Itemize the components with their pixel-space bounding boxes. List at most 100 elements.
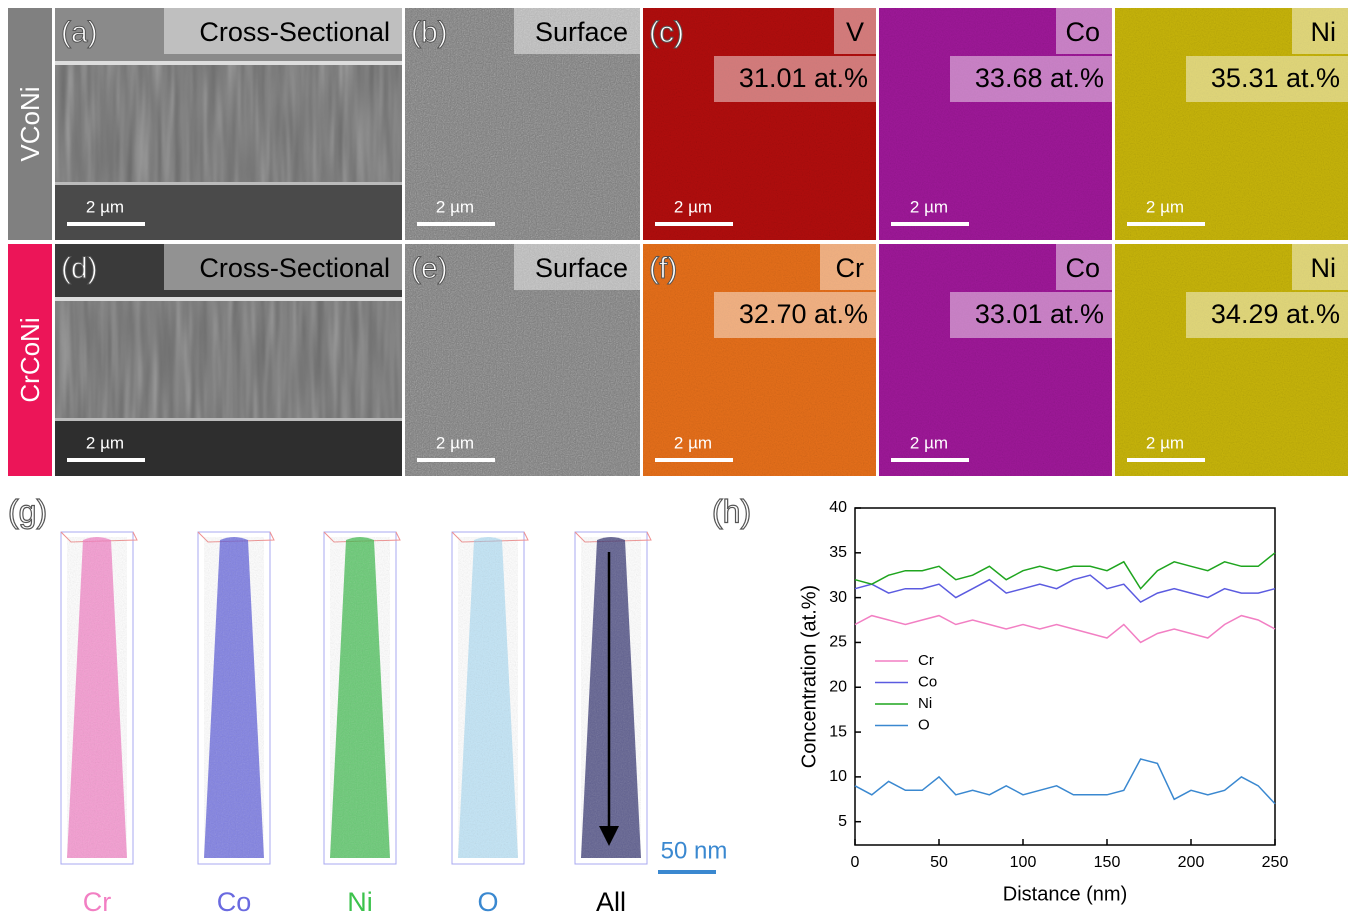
panel-tag: (b) <box>411 16 448 49</box>
panel-tag: (f) <box>649 252 677 285</box>
title-box <box>834 8 876 54</box>
legend-label: Co <box>918 673 937 690</box>
y-tick-label: 5 <box>838 813 847 830</box>
x-tick-label: 50 <box>930 854 948 871</box>
legend-label: O <box>918 716 930 733</box>
apt-box <box>197 531 271 865</box>
title-box <box>820 244 876 290</box>
scale-bar <box>891 458 969 462</box>
sem-film <box>55 299 402 419</box>
eds-noise <box>879 244 1112 476</box>
title-box <box>1056 8 1112 54</box>
x-tick-label: 200 <box>1178 854 1205 871</box>
y-tick-label: 35 <box>829 544 847 561</box>
apt-label: Co <box>217 887 252 917</box>
eds-noise <box>643 244 876 476</box>
apt-scale-label: 50 nm <box>661 837 728 864</box>
title-box <box>1056 244 1112 290</box>
row-label: CrCoNi <box>15 317 45 402</box>
x-axis-label: Distance (nm) <box>1003 883 1127 905</box>
title-box <box>164 244 402 290</box>
y-tick-label: 20 <box>829 678 847 695</box>
panel-title: Cross-Sectional <box>199 253 390 283</box>
sem-edge <box>55 418 402 421</box>
apt-label: Cr <box>83 887 112 917</box>
panel-tag: (c) <box>649 16 684 49</box>
x-tick-label: 250 <box>1262 854 1289 871</box>
scale-bar <box>655 222 733 226</box>
apt-label: All <box>596 887 626 917</box>
panel-tag: (d) <box>61 252 98 285</box>
panel-title: Ni <box>1311 253 1337 283</box>
panel-tag: (a) <box>61 16 98 49</box>
y-axis-label: Concentration (at.%) <box>798 585 820 768</box>
panel-title: V <box>846 17 864 47</box>
scale-bar <box>1127 222 1205 226</box>
title-box <box>514 8 640 54</box>
sem-edge <box>55 297 402 301</box>
sem-top <box>55 8 402 63</box>
scale-bar <box>417 458 495 462</box>
sem-surface-noise <box>405 244 640 476</box>
row-label: VCoNi <box>15 86 45 161</box>
eds-noise <box>1115 8 1348 240</box>
sem-top <box>55 244 402 299</box>
apt-label: O <box>477 887 498 917</box>
series-line <box>854 552 1276 590</box>
scale-bar-label: 2 µm <box>674 433 712 452</box>
series-line <box>854 758 1276 805</box>
scale-bar-label: 2 µm <box>910 197 948 216</box>
panel-value: 31.01 at.% <box>739 63 868 93</box>
sem-edge <box>55 182 402 185</box>
apt-scale-bar <box>658 870 716 874</box>
apt-box <box>451 531 525 865</box>
panel-tag: (g) <box>8 493 47 529</box>
scale-bar-label: 2 µm <box>910 433 948 452</box>
scale-bar <box>67 458 145 462</box>
scale-bar-label: 2 µm <box>436 197 474 216</box>
panel-title: Co <box>1065 253 1100 283</box>
row-label-bg <box>8 8 52 240</box>
sem-edge <box>55 61 402 65</box>
y-tick-label: 15 <box>829 723 847 740</box>
panel-title: Ni <box>1311 17 1337 47</box>
title-box <box>1292 8 1348 54</box>
scale-bar <box>891 222 969 226</box>
panel-title: Cr <box>836 253 865 283</box>
panel-value: 33.68 at.% <box>975 63 1104 93</box>
y-tick-label: 25 <box>829 634 847 651</box>
panel-tag: (e) <box>411 252 448 285</box>
apt-tip-noise <box>330 537 390 858</box>
x-tick-label: 100 <box>1010 854 1037 871</box>
scale-bar-label: 2 µm <box>1146 197 1184 216</box>
y-tick-label: 40 <box>829 499 847 516</box>
scale-bar <box>67 222 145 226</box>
panel-value: 32.70 at.% <box>739 299 868 329</box>
panel-title: Co <box>1065 17 1100 47</box>
scale-bar-label: 2 µm <box>86 433 124 452</box>
scale-bar <box>1127 458 1205 462</box>
title-box <box>164 8 402 54</box>
y-tick-label: 30 <box>829 589 847 606</box>
scale-bar-label: 2 µm <box>436 433 474 452</box>
panel-value: 33.01 at.% <box>975 299 1104 329</box>
apt-label: Ni <box>347 887 373 917</box>
eds-noise <box>879 8 1112 240</box>
apt-box <box>323 531 397 865</box>
apt-tip-noise <box>67 537 127 858</box>
legend-label: Ni <box>918 695 932 712</box>
panel-title: Surface <box>535 253 628 283</box>
scale-bar-label: 2 µm <box>674 197 712 216</box>
row-label-bg <box>8 244 52 476</box>
sem-substrate <box>55 420 402 476</box>
sem-film <box>55 63 402 183</box>
series-line <box>854 574 1276 604</box>
scale-bar-label: 2 µm <box>86 197 124 216</box>
x-tick-label: 0 <box>851 854 860 871</box>
eds-noise <box>1115 244 1348 476</box>
value-box <box>714 292 876 338</box>
value-box <box>1186 292 1348 338</box>
apt-box <box>574 531 648 865</box>
panel-value: 34.29 at.% <box>1211 299 1340 329</box>
